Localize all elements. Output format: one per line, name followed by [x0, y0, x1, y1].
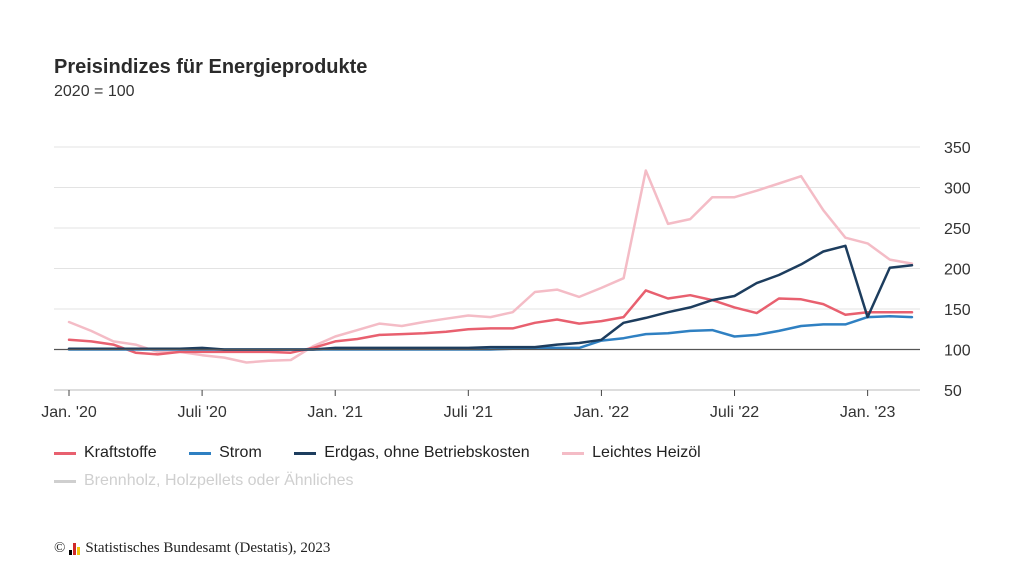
y-tick-label: 200 — [944, 262, 971, 279]
series-line-1 — [67, 289, 914, 356]
x-tick-label: Juli '21 — [444, 404, 493, 421]
legend-label: Leichtes Heizöl — [592, 444, 701, 461]
x-tick-label: Jan. '23 — [840, 404, 896, 421]
legend-label: Brennholz, Holzpellets oder Ähnliches — [84, 472, 354, 489]
legend-item-heizoel[interactable]: Leichtes Heizöl — [562, 440, 701, 466]
destatis-logo-icon — [69, 542, 81, 555]
x-tick-label: Jan. '21 — [307, 404, 363, 421]
copyright-symbol: © — [54, 540, 66, 556]
legend-swatch — [54, 479, 76, 483]
legend-item-brennholz[interactable]: Brennholz, Holzpellets oder Ähnliches — [54, 468, 353, 494]
chart-subtitle: 2020 = 100 — [54, 83, 135, 100]
footer: © Statistisches Bundesamt (Destatis), 20… — [54, 540, 330, 557]
y-tick-label: 250 — [944, 221, 971, 238]
x-tick-label: Jan. '22 — [574, 404, 630, 421]
series-line-0 — [67, 169, 914, 364]
legend-label: Erdgas, ohne Betriebskosten — [324, 444, 530, 461]
legend-swatch — [294, 451, 317, 455]
y-tick-label: 350 — [944, 140, 971, 157]
legend-item-erdgas[interactable]: Erdgas, ohne Betriebskosten — [294, 440, 530, 466]
y-tick-label: 100 — [944, 343, 971, 360]
x-tick-label: Juli '20 — [177, 404, 226, 421]
x-tick-label: Jan. '20 — [41, 404, 97, 421]
source-text: Statistisches Bundesamt (Destatis), 2023 — [85, 540, 331, 556]
y-tick-label: 150 — [944, 302, 971, 319]
legend: Kraftstoffe Strom Erdgas, ohne Betriebsk… — [54, 440, 794, 466]
legend-label: Kraftstoffe — [84, 444, 157, 461]
y-tick-label: 50 — [944, 383, 962, 400]
legend-item-kraftstoffe[interactable]: Kraftstoffe — [54, 440, 157, 466]
y-tick-label: 300 — [944, 181, 971, 198]
x-tick-label: Juli '22 — [710, 404, 759, 421]
legend-item-strom[interactable]: Strom — [189, 440, 262, 466]
chart-title: Preisindizes für Energieprodukte — [54, 56, 368, 78]
series-line-2 — [67, 315, 914, 351]
legend-swatch — [54, 451, 76, 455]
legend-swatch — [189, 451, 212, 455]
legend-swatch — [562, 451, 585, 455]
legend-label: Strom — [219, 444, 262, 461]
series-line-3 — [67, 244, 914, 351]
legend-row-2: Brennholz, Holzpellets oder Ähnliches — [54, 468, 381, 494]
